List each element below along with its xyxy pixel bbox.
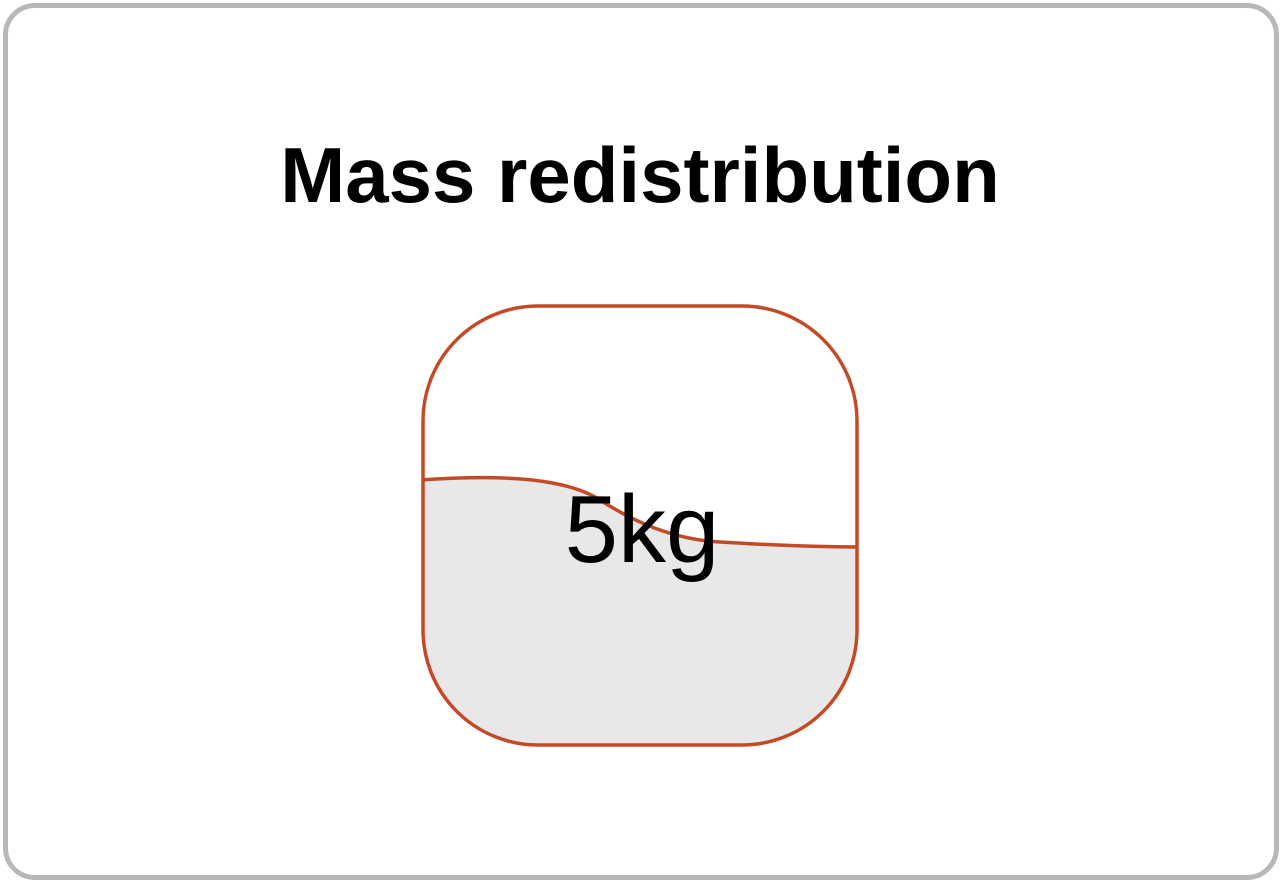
diagram-title: Mass redistribution <box>280 131 1000 219</box>
mass-label: 5kg <box>565 476 720 583</box>
fluid-group <box>423 475 857 745</box>
vessel-outline <box>421 304 859 747</box>
fluid-surface-line <box>423 475 857 549</box>
redistributed-mass-fill <box>423 477 857 745</box>
